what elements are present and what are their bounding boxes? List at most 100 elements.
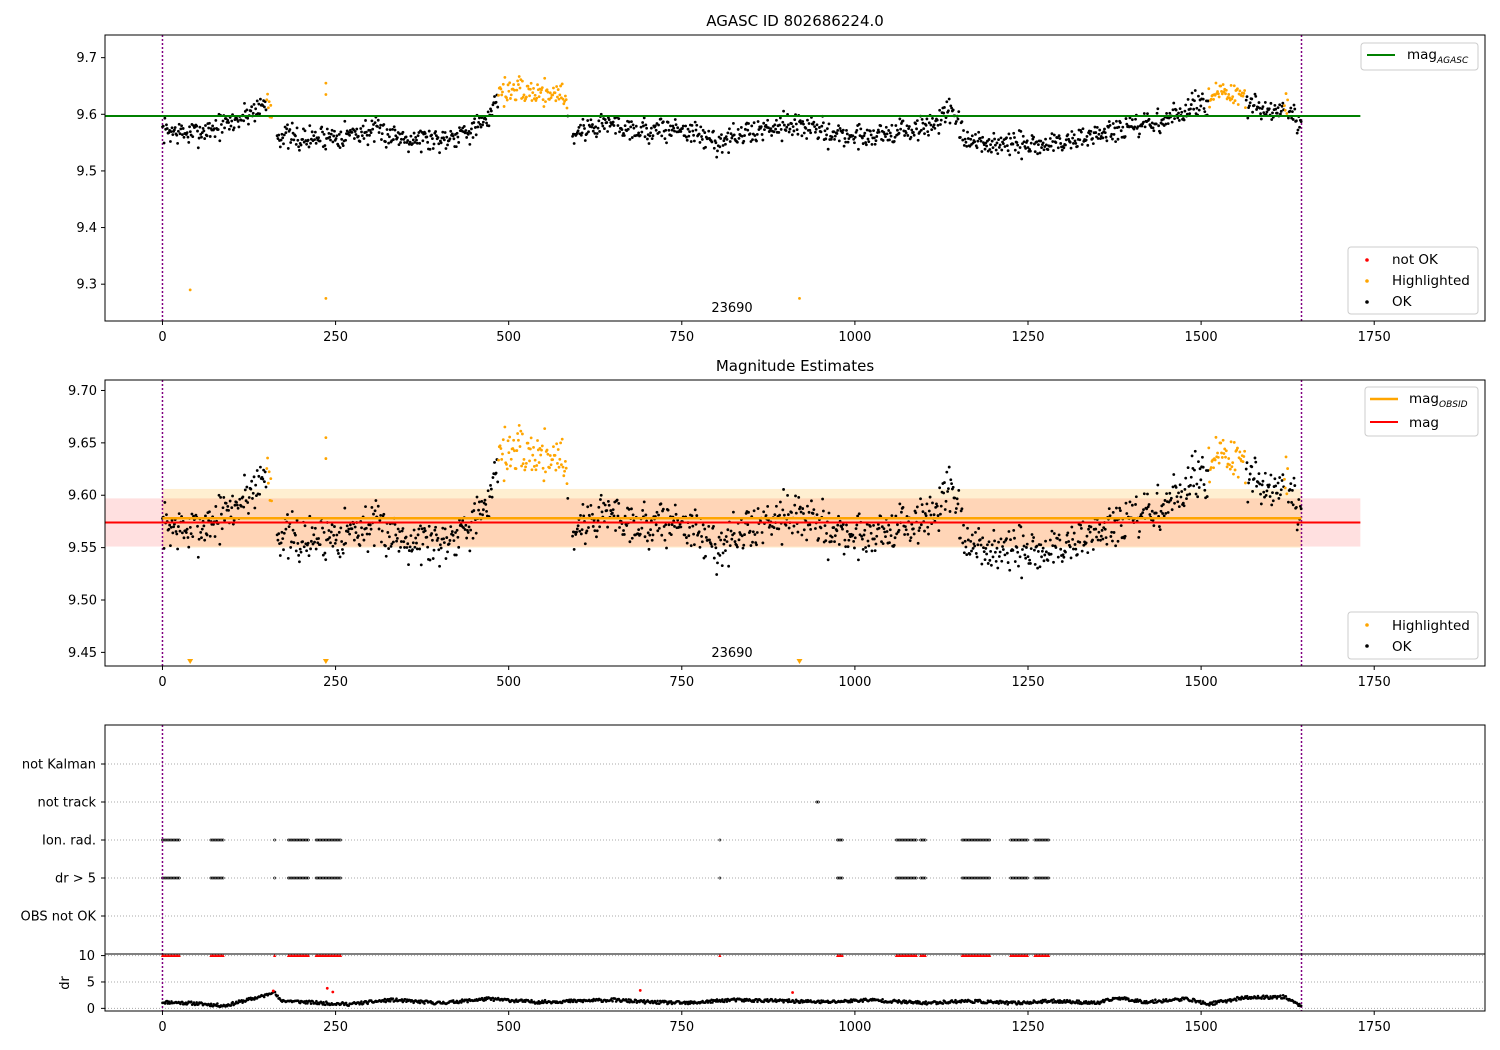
ok-point [389,545,393,548]
ok-point [196,555,200,559]
flag-marker [911,876,915,880]
ok-point [817,136,821,140]
ok-point [728,544,732,548]
ok-point [178,529,182,533]
ok-point [767,526,771,529]
ok-point [1029,149,1032,153]
ok-point [489,109,493,113]
ok-point [935,502,938,506]
ok-point [726,131,730,135]
ok-point [1121,125,1125,129]
ok-point [888,528,892,532]
ok-point [1094,131,1098,134]
flag-marker [221,876,225,880]
ok-point [1291,110,1294,114]
ok-point [1019,525,1023,529]
highlighted-point [535,96,539,100]
ok-point [1298,504,1302,508]
flag-marker [319,838,323,842]
ok-point [226,504,230,508]
ok-point [1259,502,1263,506]
ok-point [778,123,781,127]
ok-point [881,542,885,546]
ok-point [770,533,774,536]
ok-point [589,503,593,507]
ok-point [1113,126,1117,130]
ok-point [1180,110,1184,114]
ok-point [176,129,180,133]
ok-point [795,128,799,131]
ok-point [1247,481,1251,485]
ok-point [991,555,995,559]
ok-point [628,540,632,544]
ok-point [286,123,289,127]
ok-point [221,119,225,123]
ok-point [1156,107,1160,111]
ok-point [415,541,418,545]
highlighted-point [561,97,565,101]
flag-marker [174,876,178,880]
flag-marker [965,838,969,842]
ok-point [687,534,691,538]
highlighted-point [561,465,565,469]
highlighted-point [533,458,537,462]
ok-point [689,544,693,548]
flag-marker [1044,838,1047,842]
highlighted-point [266,456,269,460]
ok-point [1021,134,1025,138]
highlighted-point [1216,92,1220,96]
ok-point [1085,135,1089,138]
highlighted-point [1214,435,1218,439]
flag-marker [294,876,298,880]
ok-point [340,137,344,141]
flag-marker [218,876,222,880]
ok-point [373,509,377,513]
chart-1-legend-ok-swatch [1365,300,1369,304]
ok-point [411,541,415,545]
highlighted-point [269,477,273,481]
ok-point [1024,146,1028,150]
flag-marker [983,876,987,880]
ok-point [704,535,708,539]
flag-marker [986,838,990,842]
ok-point [439,546,443,550]
ok-point [864,141,867,144]
highlighted-point [546,90,550,94]
ok-point [692,139,696,143]
highlighted-point [563,460,567,463]
ok-point [585,132,589,135]
ok-point [802,528,806,532]
flag-marker [1013,838,1017,842]
dr-point [782,1000,785,1004]
flag-label: not track [37,796,96,811]
ok-point [277,133,281,137]
ok-point [462,526,465,529]
ok-point [427,524,431,528]
ok-point [1141,511,1145,515]
ok-point [844,140,848,144]
ok-point [595,529,599,533]
ok-point [1001,548,1005,551]
ok-point [348,133,351,137]
ok-point [935,118,939,122]
ok-point [187,545,191,549]
chart-2-legend-ok: OK [1392,639,1413,655]
ok-point [574,533,578,536]
ok-point [924,514,928,518]
highlighted-point [1227,93,1231,96]
ok-point [491,103,495,107]
chart-2-title: Magnitude Estimates [716,357,874,375]
ok-point [743,134,746,137]
ok-point [1019,129,1023,133]
ok-point [904,131,908,135]
ok-point [303,524,307,528]
ok-point [295,519,299,522]
flag-marker [170,838,174,842]
dr-point [1281,993,1285,997]
flag-marker [966,876,970,880]
highlighted-point [511,447,515,450]
ok-point [1137,135,1141,139]
ok-point [316,541,320,545]
ok-point [421,542,425,546]
